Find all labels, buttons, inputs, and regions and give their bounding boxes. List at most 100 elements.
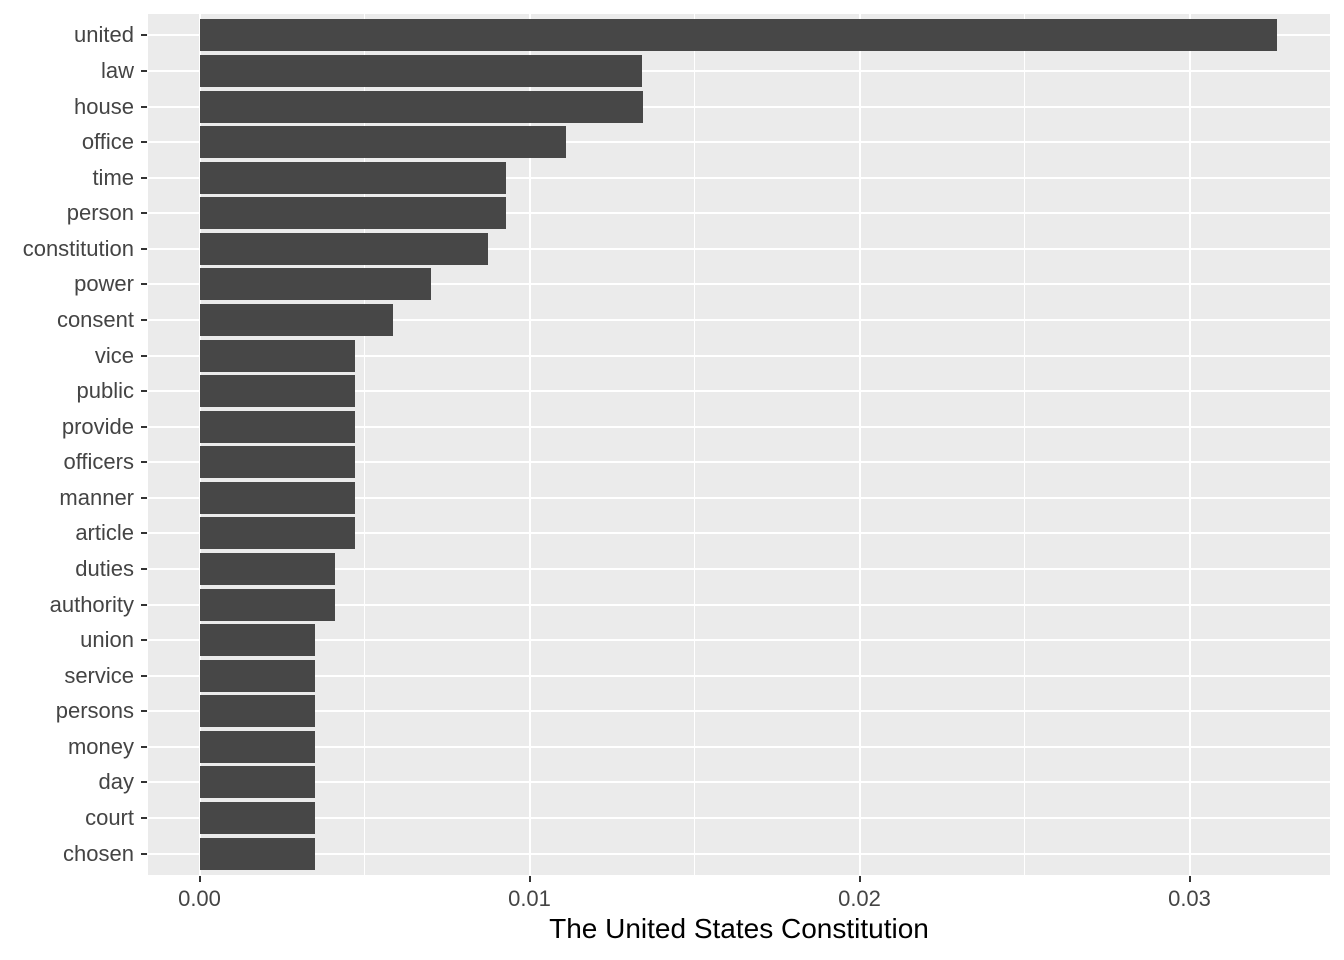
y-tick-mark xyxy=(141,603,147,606)
y-tick-mark xyxy=(141,212,147,215)
bar-person xyxy=(199,197,507,230)
y-tick-mark xyxy=(141,745,147,748)
bar-consent xyxy=(199,303,393,336)
bar-duties xyxy=(199,553,335,586)
y-axis-label-duties: duties xyxy=(75,556,134,582)
bar-service xyxy=(199,659,315,692)
y-axis-label-day: day xyxy=(98,769,134,795)
y-axis-label-consent: consent xyxy=(56,306,134,332)
y-axis-label-persons: persons xyxy=(55,698,134,724)
y-axis-label-chosen: chosen xyxy=(63,840,134,866)
y-tick-mark xyxy=(141,781,147,784)
y-tick-mark xyxy=(141,247,147,250)
x-tick-mark xyxy=(528,876,531,882)
x-tick-mark xyxy=(858,876,861,882)
y-axis-label-service: service xyxy=(64,662,134,688)
y-axis-label-money: money xyxy=(67,733,134,759)
y-axis-label-united: united xyxy=(74,22,134,48)
row-gridline xyxy=(148,710,1330,713)
minor-gridline xyxy=(1024,14,1025,875)
y-axis-label-officers: officers xyxy=(63,449,134,475)
y-tick-mark xyxy=(141,354,147,357)
y-tick-mark xyxy=(141,105,147,108)
major-gridline xyxy=(1188,14,1191,875)
bar-power xyxy=(199,268,431,301)
y-axis-label-time: time xyxy=(92,164,134,190)
bar-public xyxy=(199,375,355,408)
x-axis-label-0.00: 0.00 xyxy=(178,886,221,911)
y-axis-label-manner: manner xyxy=(59,484,134,510)
row-gridline xyxy=(148,674,1330,677)
y-tick-mark xyxy=(141,318,147,321)
y-axis-label-power: power xyxy=(74,271,134,297)
bar-money xyxy=(199,730,315,763)
row-gridline xyxy=(148,425,1330,428)
y-axis-label-vice: vice xyxy=(94,342,134,368)
y-tick-mark xyxy=(141,425,147,428)
y-tick-mark xyxy=(141,496,147,499)
row-gridline xyxy=(148,639,1330,642)
bar-persons xyxy=(199,695,315,728)
y-axis-label-office: office xyxy=(81,129,134,155)
bar-officers xyxy=(199,446,355,479)
row-gridline xyxy=(148,318,1330,321)
bar-united xyxy=(199,19,1277,52)
x-axis-title: The United States Constitution xyxy=(549,913,929,944)
y-axis-label-authority: authority xyxy=(49,591,134,617)
row-gridline xyxy=(148,105,1330,108)
y-tick-mark xyxy=(141,69,147,72)
plot-panel xyxy=(148,14,1330,875)
y-tick-mark xyxy=(141,283,147,286)
row-gridline xyxy=(148,532,1330,535)
major-gridline xyxy=(528,14,531,875)
y-tick-mark xyxy=(141,34,147,37)
row-gridline xyxy=(148,852,1330,855)
row-gridline xyxy=(148,390,1330,393)
row-gridline xyxy=(148,817,1330,820)
row-gridline xyxy=(148,354,1330,357)
y-axis-label-constitution: constitution xyxy=(22,235,134,261)
x-axis-label-0.01: 0.01 xyxy=(508,886,551,911)
row-gridline xyxy=(148,283,1330,286)
y-axis-label-public: public xyxy=(76,378,134,404)
bar-authority xyxy=(199,588,335,621)
major-gridline xyxy=(858,14,861,875)
y-tick-mark xyxy=(141,568,147,571)
bar-law xyxy=(199,54,642,87)
y-tick-mark xyxy=(141,461,147,464)
x-axis-label-0.03: 0.03 xyxy=(1168,886,1211,911)
y-axis-label-house: house xyxy=(74,93,134,119)
row-gridline xyxy=(148,496,1330,499)
y-axis-label-article: article xyxy=(75,520,134,546)
row-gridline xyxy=(148,461,1330,464)
bar-office xyxy=(199,126,566,159)
bar-chosen xyxy=(199,837,315,870)
y-tick-mark xyxy=(141,141,147,144)
y-axis-label-provide: provide xyxy=(61,413,134,439)
bar-manner xyxy=(199,481,355,514)
row-gridline xyxy=(148,781,1330,784)
y-axis-label-law: law xyxy=(100,57,134,83)
y-tick-mark xyxy=(141,176,147,179)
y-tick-mark xyxy=(141,532,147,535)
row-gridline xyxy=(148,69,1330,72)
bar-constitution xyxy=(199,232,489,265)
minor-gridline xyxy=(694,14,695,875)
row-gridline xyxy=(148,568,1330,571)
bar-article xyxy=(199,517,355,550)
bar-court xyxy=(199,802,315,835)
bar-vice xyxy=(199,339,355,372)
row-gridline xyxy=(148,141,1330,144)
y-tick-mark xyxy=(141,639,147,642)
major-gridline xyxy=(198,14,201,875)
y-tick-mark xyxy=(141,390,147,393)
row-gridline xyxy=(148,247,1330,250)
row-gridline xyxy=(148,212,1330,215)
row-gridline xyxy=(148,603,1330,606)
y-tick-mark xyxy=(141,817,147,820)
bar-time xyxy=(199,161,507,194)
row-gridline xyxy=(148,176,1330,179)
x-tick-mark xyxy=(1188,876,1191,882)
x-tick-mark xyxy=(198,876,201,882)
